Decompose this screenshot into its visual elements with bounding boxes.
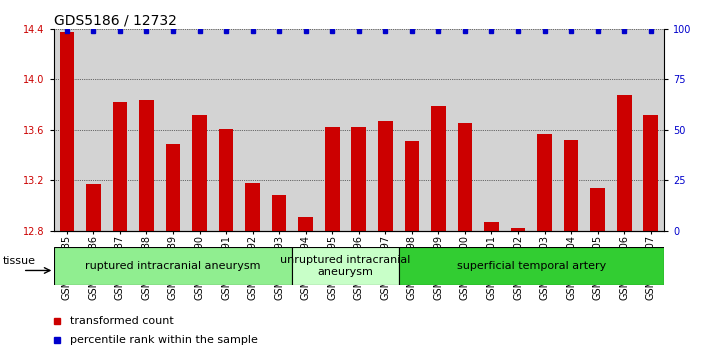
Bar <box>590 188 605 231</box>
Bar <box>398 247 664 285</box>
Text: GDS5186 / 12732: GDS5186 / 12732 <box>54 14 176 28</box>
Bar <box>54 247 293 285</box>
Bar <box>431 106 446 231</box>
Bar <box>59 32 74 231</box>
Bar <box>617 94 631 231</box>
Bar <box>298 217 313 231</box>
Bar <box>246 183 260 231</box>
Bar <box>378 121 393 231</box>
Bar <box>325 127 340 231</box>
Text: unruptured intracranial
aneurysm: unruptured intracranial aneurysm <box>281 255 411 277</box>
Text: superficial temporal artery: superficial temporal artery <box>457 261 606 271</box>
Bar <box>113 102 127 231</box>
Bar <box>643 115 658 231</box>
Bar <box>293 247 398 285</box>
Bar <box>458 123 472 231</box>
Bar <box>484 222 499 231</box>
Bar <box>351 127 366 231</box>
Text: ruptured intracranial aneurysm: ruptured intracranial aneurysm <box>85 261 261 271</box>
Text: percentile rank within the sample: percentile rank within the sample <box>69 335 258 345</box>
Bar <box>139 99 154 231</box>
Text: transformed count: transformed count <box>69 317 174 326</box>
Text: tissue: tissue <box>3 256 36 266</box>
Bar <box>272 195 286 231</box>
Bar <box>192 115 207 231</box>
Bar <box>511 228 526 231</box>
Bar <box>537 134 552 231</box>
Bar <box>564 140 578 231</box>
Bar <box>405 141 419 231</box>
Bar <box>86 184 101 231</box>
Bar <box>166 144 181 231</box>
Bar <box>218 129 233 231</box>
